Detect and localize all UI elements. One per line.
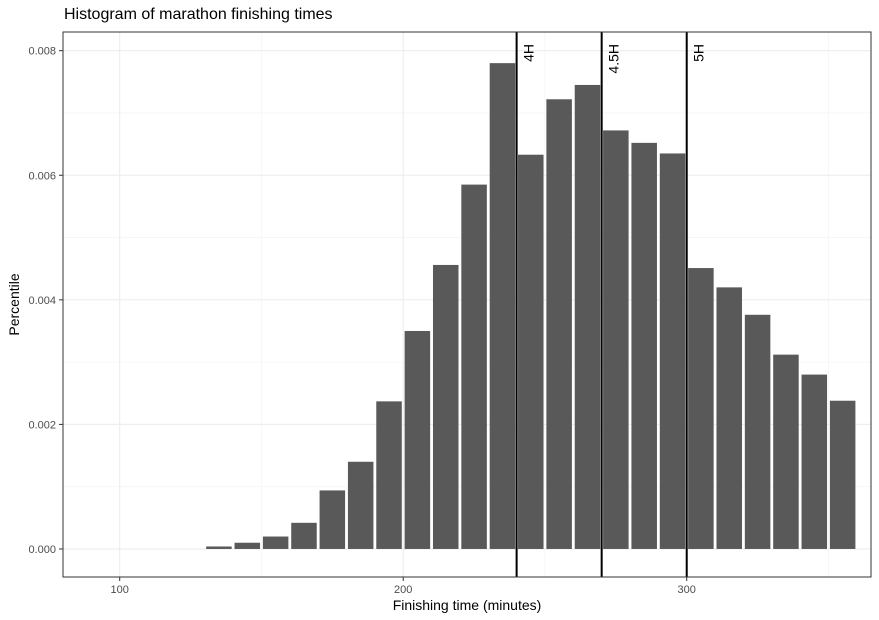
histogram-bar	[291, 522, 317, 549]
x-tick-label: 100	[111, 584, 129, 596]
chart-title: Histogram of marathon finishing times	[64, 6, 333, 23]
y-tick-label: 0.008	[28, 46, 56, 58]
histogram-bar	[631, 142, 657, 549]
reference-line-label: 5H	[691, 44, 707, 62]
histogram-bar	[432, 264, 459, 549]
histogram-bar	[603, 130, 629, 549]
histogram-bar	[262, 536, 289, 549]
y-tick-label: 0.002	[28, 419, 56, 431]
histogram-bar	[404, 330, 431, 549]
histogram-bar	[829, 400, 856, 549]
histogram-bar	[744, 314, 771, 549]
histogram-bar	[773, 354, 799, 549]
histogram-bar	[688, 268, 714, 549]
x-axis-ticks: 100 200 300	[111, 577, 696, 596]
histogram-bar	[234, 542, 261, 549]
histogram-bar	[319, 490, 346, 549]
histogram-bar	[461, 184, 487, 549]
histogram-bar	[801, 374, 828, 549]
histogram-bar	[716, 287, 743, 549]
y-tick-label: 0.004	[28, 295, 56, 307]
plot-panel-border	[62, 31, 872, 578]
y-axis-ticks: 0.000 0.002 0.004 0.006 0.008	[28, 46, 63, 556]
reference-lines: 4H 4.5H 5H	[515, 32, 707, 577]
histogram-bars	[206, 63, 856, 549]
histogram-bar	[206, 546, 232, 549]
reference-line-label: 4.5H	[606, 44, 622, 74]
histogram-bar	[518, 154, 544, 549]
x-tick-label: 300	[678, 584, 696, 596]
y-tick-label: 0.000	[28, 544, 56, 556]
y-tick-label: 0.006	[28, 170, 56, 182]
histogram-bar	[376, 401, 402, 549]
reference-line-label: 4H	[521, 44, 537, 62]
histogram-bar	[489, 63, 516, 549]
histogram-bar	[347, 461, 374, 549]
histogram-bar	[546, 99, 572, 549]
x-tick-label: 200	[394, 584, 412, 596]
histogram-bar	[659, 153, 686, 549]
x-axis-title: Finishing time (minutes)	[393, 597, 542, 613]
y-axis-title: Percentile	[6, 273, 22, 335]
histogram-bar	[574, 84, 601, 549]
